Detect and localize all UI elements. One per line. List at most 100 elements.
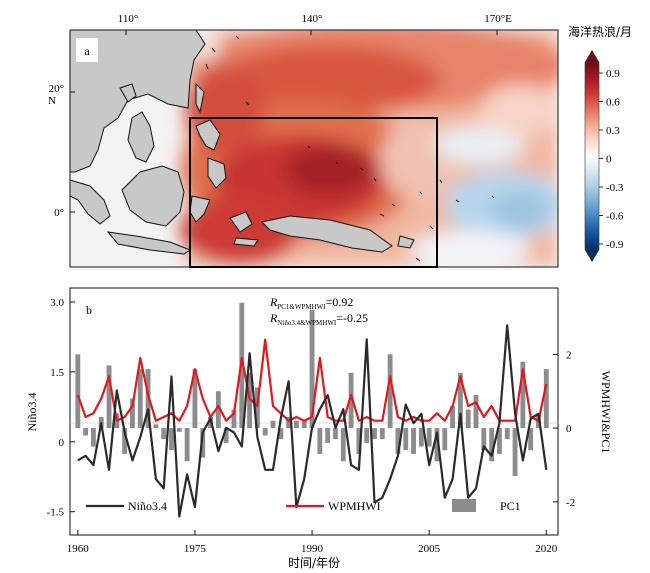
pc1-bar xyxy=(481,428,487,451)
colorbar-tick-label: 0.6 xyxy=(606,97,620,109)
pc1-bar xyxy=(457,372,463,429)
pc1-bar xyxy=(286,417,292,429)
sst-field xyxy=(180,30,558,267)
colorbar-tick-label: -0.3 xyxy=(606,182,624,194)
right-tick-label: 2 xyxy=(566,349,572,361)
legend-nino34-label: Niño3.4 xyxy=(128,499,167,513)
pc1-bar xyxy=(497,428,502,454)
x-tick-label: 2005 xyxy=(418,543,441,555)
panel-a-label: a xyxy=(76,38,98,62)
pc1-bar xyxy=(153,424,159,429)
pc1-bar xyxy=(262,428,268,436)
pc1-bar xyxy=(270,420,276,429)
colorbar-tick-label: 0.3 xyxy=(606,125,620,137)
lon-tick-170: 170°E xyxy=(484,13,512,25)
lat-tick-20: 20° xyxy=(49,83,64,95)
pc1-bar xyxy=(254,387,260,429)
panel-b-chart: b 3.01.50-1.5 20-2 1960 1975 1990 2005 2020 … xyxy=(25,287,613,570)
pc1-bar xyxy=(301,420,307,429)
pc1-bar xyxy=(130,398,135,429)
pc1-bar xyxy=(333,428,338,440)
pc1-bar xyxy=(91,428,96,447)
annotation-r1-subscript: PC1&WPMHWI xyxy=(277,303,326,311)
right-axis-ticks: 2 0 -2 xyxy=(553,349,575,509)
annotation-r1-value: =0.92 xyxy=(326,295,354,309)
lon-ticks: 110° 140° 170°E xyxy=(118,13,512,35)
pc1-bar xyxy=(169,428,174,451)
x-tick-label: 1960 xyxy=(67,543,90,555)
pc1-bar xyxy=(473,394,479,429)
correlation-annotations: RPC1&WPMHWI=0.92 RNiño3.4&WPMHWI=-0.25 xyxy=(269,295,368,327)
pc1-bar xyxy=(231,409,237,429)
pc1-bar xyxy=(512,428,518,477)
pc1-bar xyxy=(372,428,377,440)
x-tick-label: 1975 xyxy=(184,543,207,555)
colorbar: 海洋热浪/月 0.9 0.6 0.3 0 -0.3 -0.6 -0.9 xyxy=(568,24,632,262)
pc1-bar xyxy=(465,409,471,429)
pc1-bar xyxy=(278,428,284,440)
legend: Niño3.4 WPMHWI PC1 xyxy=(86,499,521,513)
left-axis-ticks: 3.0 1.5 0 -1.5 xyxy=(47,297,75,519)
annotation-r2-symbol: R xyxy=(269,311,278,325)
pc1-bar xyxy=(317,428,323,454)
colorbar-bar xyxy=(584,61,600,251)
legend-pc1-swatch xyxy=(452,499,476,512)
lat-unit: N xyxy=(48,95,56,107)
colorbar-ticks: 0.9 0.6 0.3 0 -0.3 -0.6 -0.9 xyxy=(599,68,624,251)
legend-wpmhwi-label: WPMHWI xyxy=(328,499,381,513)
colorbar-tick-label: 0 xyxy=(606,154,612,166)
pc1-bar xyxy=(309,310,315,429)
pc1-bar xyxy=(137,369,143,429)
pc1-bar xyxy=(418,428,424,447)
left-tick-label: 1.5 xyxy=(50,367,64,379)
left-tick-label: -1.5 xyxy=(47,507,65,519)
left-tick-label: 0 xyxy=(59,437,65,449)
annotation-r1: RPC1&WPMHWI=0.92 xyxy=(269,295,353,311)
left-tick-label: 3.0 xyxy=(50,297,64,309)
pc1-bar xyxy=(247,372,253,429)
pc1-bar xyxy=(161,428,167,440)
pc1-bar xyxy=(340,428,346,462)
x-axis-label: 时间/年份 xyxy=(288,556,340,570)
x-tick-label: 2020 xyxy=(535,543,558,555)
pc1-bar xyxy=(83,428,89,436)
land-masses xyxy=(70,30,415,255)
pc1-bar xyxy=(200,428,206,458)
colorbar-title: 海洋热浪/月 xyxy=(568,24,632,39)
colorbar-tick-label: 0.9 xyxy=(606,68,620,80)
wpmhwi-line xyxy=(76,338,548,422)
lat-tick-0: 0° xyxy=(54,207,64,219)
pc1-bar xyxy=(348,372,354,429)
pc1-bar xyxy=(356,428,362,454)
pc1-bar xyxy=(379,428,385,440)
pc1-bar xyxy=(504,428,510,440)
pc1-bar xyxy=(395,428,401,454)
left-axis-label: Niño3.4 xyxy=(25,393,39,432)
right-tick-label: 0 xyxy=(566,423,572,435)
panel-b-letter: b xyxy=(86,303,92,317)
pc1-bar xyxy=(450,405,456,429)
pc1-bar xyxy=(403,428,409,451)
legend-pc1-label: PC1 xyxy=(500,499,521,513)
pc1-bar xyxy=(223,428,229,443)
pc1-bar xyxy=(106,365,112,429)
pc1-bar xyxy=(122,428,128,454)
lon-tick-110: 110° xyxy=(118,13,139,25)
pc1-bar xyxy=(75,354,81,429)
lat-ticks: 20° N 0° xyxy=(48,83,75,219)
panel-a-map: a 110° 140° 170°E 20° N 0° 海洋热浪/月 0.9 0.6… xyxy=(48,13,632,268)
colorbar-tick-label: -0.6 xyxy=(606,211,624,223)
annotation-r2: RNiño3.4&WPMHWI=-0.25 xyxy=(269,311,368,327)
pc1-bar xyxy=(489,428,495,462)
pc1-bar xyxy=(520,361,526,429)
pc1-bar xyxy=(528,428,534,451)
pc1-bar xyxy=(434,428,440,462)
pc1-bar xyxy=(411,428,416,454)
annotation-r2-subscript: Niño3.4&WPMHWI xyxy=(277,319,337,327)
colorbar-tick-label: -0.9 xyxy=(606,239,624,251)
x-tick-label: 1990 xyxy=(301,543,324,555)
annotation-r2-value: =-0.25 xyxy=(336,311,368,325)
pc1-bar xyxy=(442,428,448,451)
pc1-bar xyxy=(426,428,432,447)
